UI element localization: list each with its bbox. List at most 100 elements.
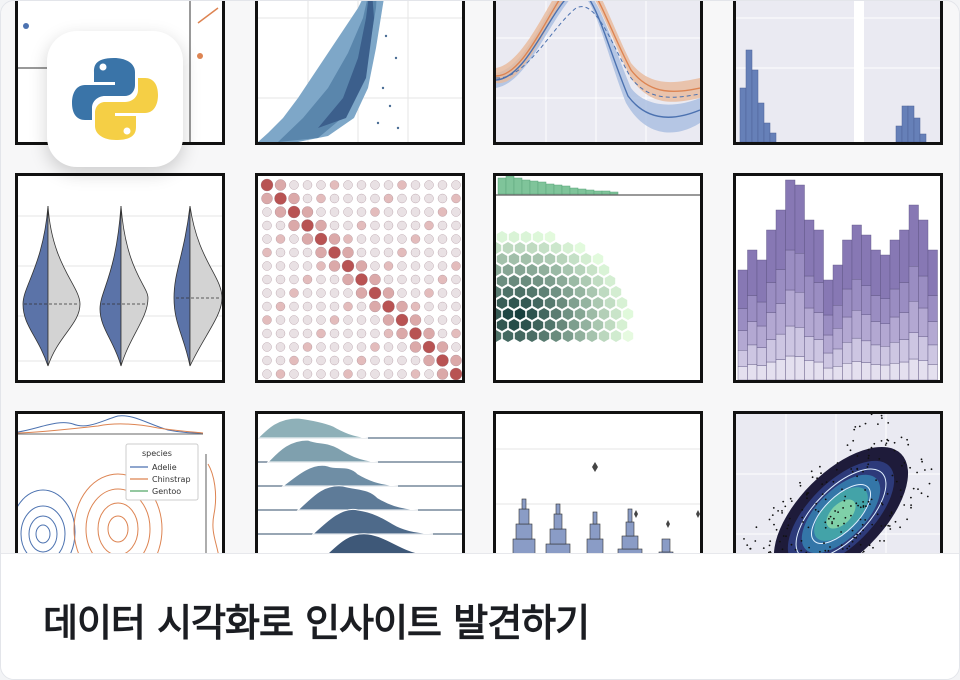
matrix-dot [301,219,314,232]
histogram-bar [870,249,881,296]
matrix-dot [424,180,434,190]
matrix-dot [301,233,314,245]
scatter-point [889,528,892,530]
scatter-point [840,531,842,533]
hex-cell [550,286,562,298]
matrix-dot [383,220,394,231]
hex-cell [574,308,586,320]
scatter-point [928,482,931,485]
scatter-point [873,442,876,445]
matrix-dot [437,301,448,312]
matrix-dot [289,342,299,352]
hex-cell [598,264,610,276]
hex-cell [598,286,610,298]
matrix-dot [289,274,299,285]
histogram-bar [823,334,834,354]
scatter-point [879,540,881,542]
scatter-point [824,521,827,524]
matrix-dot [437,247,448,258]
matrix-dot [262,274,272,285]
hex-cell [586,308,598,320]
hex-cell [496,297,508,309]
hex-cell [592,319,604,331]
matrix-dot [451,247,461,258]
matrix-dot [356,355,367,366]
matrix-dot [316,261,326,271]
histogram-bar [927,344,938,365]
scatter-point [910,496,912,499]
matrix-dot [343,288,353,298]
matrix-dot [451,274,461,285]
matrix-dot [329,301,340,312]
histogram-bar [832,328,843,350]
matrix-dot [437,288,448,298]
hex-cell [514,330,526,342]
matrix-dot [275,261,286,271]
scatter-point [865,505,867,508]
scatter-point [903,504,906,506]
hex-cell [604,297,616,309]
matrix-dot [437,274,448,285]
histogram-bar [775,359,786,380]
scatter-point [859,506,862,509]
hex-cell [544,275,556,287]
scatter-point [900,495,902,498]
hex-cell [514,242,526,254]
scatter-point [801,509,804,511]
matrix-dot [329,342,340,352]
matrix-dot [397,342,407,352]
matrix-dot [261,192,273,205]
matrix-dot [275,274,286,285]
scatter-point [824,549,827,552]
histogram-bar [756,301,767,327]
histogram-bar [804,275,815,309]
scatter-point [880,440,883,442]
scatter-point [829,515,832,518]
scatter-point [787,524,790,527]
histogram-bar [737,269,748,309]
scatter-point [853,428,856,431]
scatter-point [880,502,883,505]
scatter-point [800,540,803,542]
matrix-dot [262,369,272,379]
histogram-bar [823,314,834,336]
matrix-dot [370,342,380,352]
matrix-dot [397,193,407,204]
histogram-bar [804,307,815,337]
scatter-point [862,470,864,473]
card-footer: 데이터 시각화로 인사이트 발견하기 [1,553,959,679]
matrix-dot [341,259,355,273]
hex-cell [586,286,598,298]
scatter-point [799,481,801,484]
matrix-dot [396,327,408,340]
hex-cell [538,308,550,320]
matrix-dot [342,273,354,286]
histogram-bar [832,348,843,367]
histogram-thumbnail [733,1,943,145]
scatter-point [866,466,869,468]
hex-cell [520,253,532,265]
scatter-point [820,472,822,475]
scatter-point [805,551,808,553]
scatter-point [856,475,858,478]
card-title[interactable]: 데이터 시각화로 인사이트 발견하기 [43,601,590,645]
scatter-point [887,524,890,527]
boxen-plot [496,414,700,553]
scatter-point [867,463,870,466]
histogram-bar [870,295,881,322]
matrix-dot [383,328,394,339]
scatter-point [775,528,778,531]
legend-title: species [142,449,172,458]
matrix-dot [397,247,407,258]
hex-cell [496,231,508,243]
ridge-plot-thumbnail [255,411,465,553]
hex-cell [580,275,592,287]
matrix-dot [409,314,422,326]
scatter-point [852,439,855,442]
matrix-dot [262,355,272,366]
hex-cell [502,308,514,320]
scatter-point [850,505,852,507]
matrix-dot [343,193,353,204]
hex-cell [544,231,556,243]
